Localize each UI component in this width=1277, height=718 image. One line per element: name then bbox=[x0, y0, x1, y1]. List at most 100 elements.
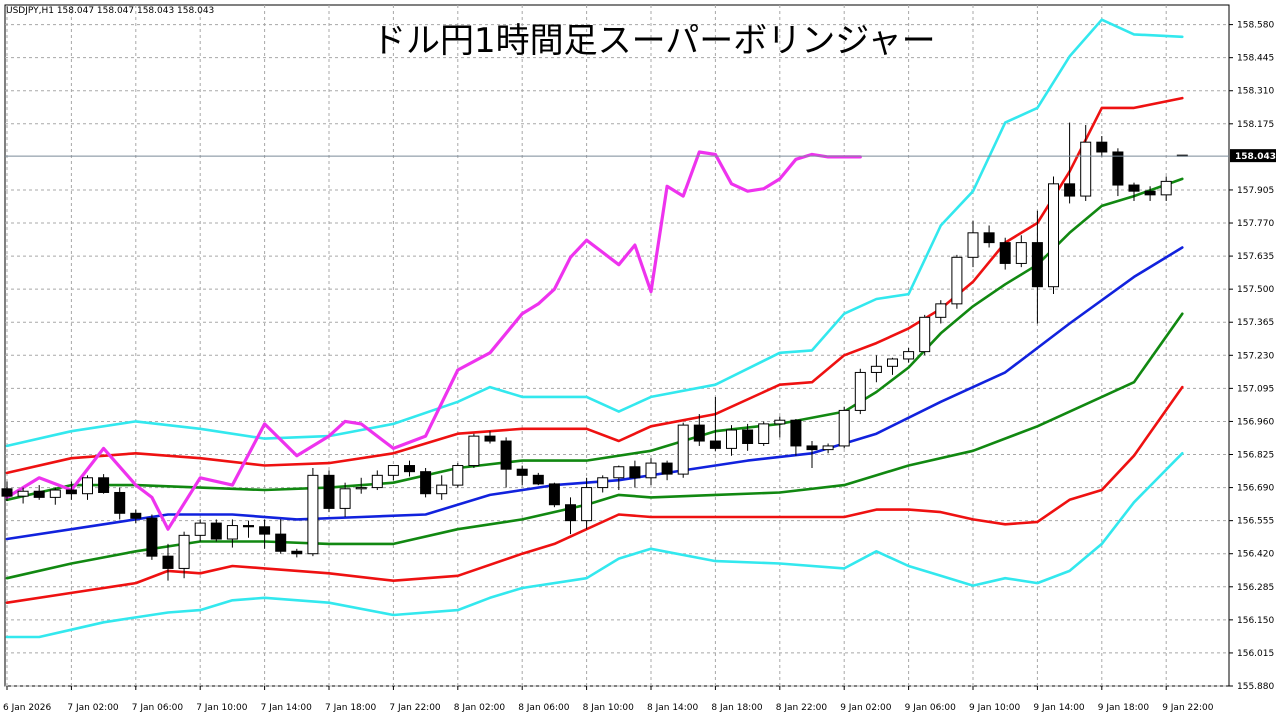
candle-bull bbox=[854, 371, 866, 411]
candle-bull bbox=[903, 351, 915, 360]
candle-bull bbox=[597, 477, 609, 489]
candle-bull bbox=[226, 525, 238, 540]
y-tick-label: 157.635 bbox=[1237, 252, 1274, 262]
plus-3-sigma-line bbox=[5, 18, 1184, 448]
candle-bear bbox=[243, 525, 254, 528]
candle-bear bbox=[484, 435, 496, 442]
candle-bull bbox=[1160, 180, 1172, 196]
x-tick-label: 8 Jan 18:00 bbox=[711, 703, 763, 713]
candle-bear bbox=[806, 445, 818, 451]
candle-bear bbox=[790, 419, 802, 447]
x-tick-label: 8 Jan 06:00 bbox=[518, 703, 570, 713]
y-tick-label: 156.420 bbox=[1237, 550, 1274, 560]
candle-bull bbox=[677, 424, 689, 475]
candle-bull bbox=[726, 429, 737, 449]
candle-bull bbox=[822, 445, 834, 451]
candle-bear bbox=[259, 526, 271, 535]
x-tick-label: 9 Jan 02:00 bbox=[840, 703, 892, 713]
candle-bear bbox=[1031, 242, 1043, 288]
y-tick-label: 157.365 bbox=[1237, 318, 1274, 328]
candle-bear bbox=[404, 465, 415, 473]
candle-bull bbox=[194, 522, 206, 536]
y-tick-label: 156.825 bbox=[1237, 451, 1274, 461]
x-tick-label: 8 Jan 02:00 bbox=[454, 703, 506, 713]
lagging-span-line bbox=[5, 150, 862, 531]
candle-bear bbox=[1096, 141, 1108, 153]
y-tick-label: 156.015 bbox=[1237, 649, 1274, 659]
candle-bull bbox=[774, 419, 786, 425]
candle-bear bbox=[548, 483, 560, 506]
candle-bear bbox=[742, 429, 754, 444]
y-tick-label: 156.150 bbox=[1237, 616, 1274, 626]
y-tick-label: 158.580 bbox=[1237, 21, 1274, 31]
candle-bear bbox=[1144, 190, 1156, 196]
y-tick-label: 157.095 bbox=[1237, 384, 1274, 394]
candle-bull bbox=[1015, 242, 1027, 264]
candlesticks bbox=[1, 122, 1188, 581]
candle-bear bbox=[999, 242, 1011, 264]
candle-bear bbox=[210, 522, 222, 540]
candle-bear bbox=[1128, 184, 1140, 192]
y-tick-label: 156.555 bbox=[1237, 517, 1274, 527]
y-tick-label: 156.960 bbox=[1237, 417, 1274, 427]
x-tick-label: 7 Jan 14:00 bbox=[261, 703, 313, 713]
x-tick-label: 9 Jan 18:00 bbox=[1098, 703, 1150, 713]
candle-bull bbox=[49, 489, 61, 498]
candle-bull bbox=[919, 316, 931, 353]
candle-bear bbox=[516, 468, 528, 476]
candle-bull bbox=[452, 465, 464, 486]
current-price-tag-bg bbox=[1230, 149, 1276, 163]
current-price-tag: 158.043 bbox=[1230, 149, 1276, 163]
candle-bear bbox=[114, 491, 126, 514]
y-tick-label: 156.285 bbox=[1237, 583, 1274, 593]
candle-bull bbox=[951, 256, 963, 305]
candle-bull bbox=[758, 423, 770, 444]
candle-bull bbox=[17, 490, 29, 497]
minus-2-sigma-line bbox=[5, 385, 1184, 605]
chart-title: ドル円1時間足スーパーボリンジャー bbox=[372, 21, 936, 61]
x-tick-label: 9 Jan 10:00 bbox=[969, 703, 1021, 713]
candle-bear bbox=[146, 517, 158, 557]
current-price-tag-text: 158.043 bbox=[1235, 152, 1276, 162]
candle-bear bbox=[1, 488, 13, 497]
candle-bull bbox=[371, 474, 383, 489]
candle-bear bbox=[275, 533, 287, 552]
candle-bear bbox=[1112, 151, 1124, 186]
candle-bull bbox=[355, 487, 367, 490]
y-tick-label: 158.445 bbox=[1237, 54, 1274, 64]
candle-bull bbox=[468, 435, 480, 467]
time-axis: 6 Jan 2026 7 Jan 02:00 7 Jan 06:00 7 Jan 10… bbox=[3, 686, 1214, 713]
y-tick-label: 157.905 bbox=[1237, 186, 1274, 196]
candle-bear bbox=[420, 471, 432, 495]
candle-bull bbox=[870, 365, 882, 373]
candle-bull bbox=[935, 303, 947, 318]
x-tick-label: 8 Jan 22:00 bbox=[776, 703, 828, 713]
minus-3-sigma-line bbox=[5, 451, 1184, 639]
candle-bear bbox=[565, 504, 576, 522]
candle-bull bbox=[436, 484, 448, 495]
candle-bear bbox=[162, 555, 174, 569]
candle-bear bbox=[1064, 183, 1076, 197]
x-tick-label: 7 Jan 10:00 bbox=[196, 703, 248, 713]
candle-bull bbox=[967, 232, 979, 258]
candle-bull bbox=[339, 488, 351, 509]
candle-bull bbox=[887, 358, 898, 367]
x-tick-label: 7 Jan 18:00 bbox=[325, 703, 377, 713]
y-tick-label: 157.770 bbox=[1237, 219, 1274, 229]
x-tick-label: 6 Jan 2026 bbox=[3, 703, 51, 713]
candle-bear bbox=[323, 474, 335, 509]
x-tick-label: 9 Jan 06:00 bbox=[905, 703, 957, 713]
candle-bull bbox=[82, 477, 93, 495]
y-tick-label: 155.880 bbox=[1237, 682, 1274, 692]
candle-bear bbox=[709, 440, 721, 449]
candle-bull bbox=[307, 474, 319, 555]
candle-bear bbox=[983, 232, 995, 244]
candle-bear bbox=[33, 490, 45, 498]
x-tick-label: 7 Jan 02:00 bbox=[67, 703, 119, 713]
price-axis: 158.580 158.445 158.310 158.175 157.905 157.7… bbox=[1229, 21, 1274, 692]
candle-bear bbox=[500, 440, 512, 470]
x-tick-label: 7 Jan 22:00 bbox=[389, 703, 441, 713]
candle-bear bbox=[629, 466, 641, 479]
candle-bear bbox=[65, 489, 77, 495]
